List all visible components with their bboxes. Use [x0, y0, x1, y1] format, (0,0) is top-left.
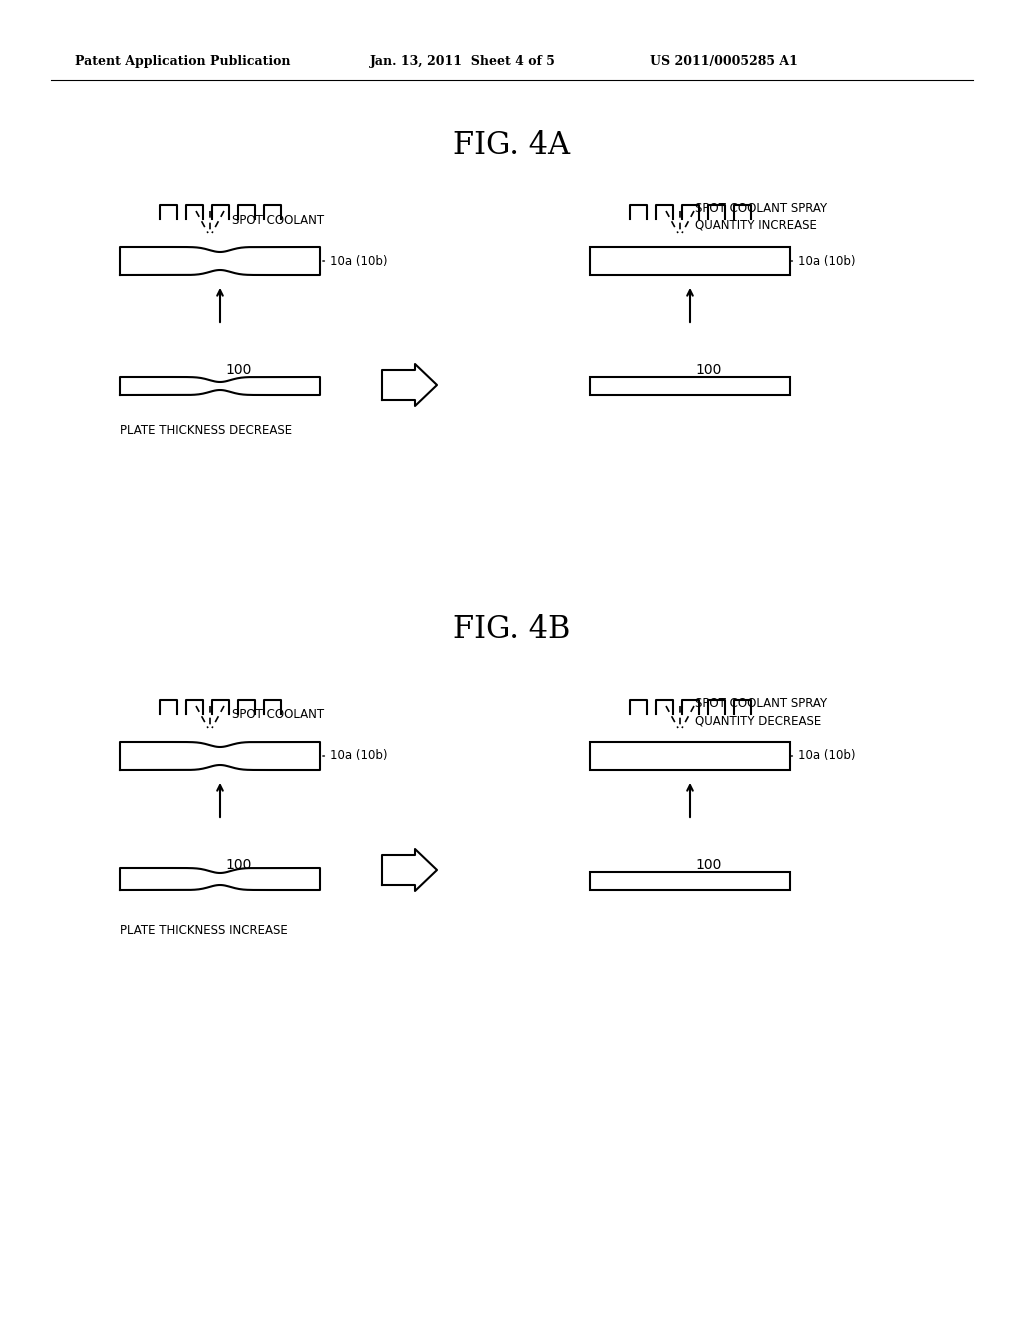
Text: Jan. 13, 2011  Sheet 4 of 5: Jan. 13, 2011 Sheet 4 of 5 — [370, 55, 556, 69]
Bar — [590, 247, 790, 275]
Text: 100: 100 — [695, 858, 721, 873]
Text: 10a (10b): 10a (10b) — [323, 255, 387, 268]
Text: Patent Application Publication: Patent Application Publication — [75, 55, 291, 69]
Text: 100: 100 — [225, 858, 251, 873]
Text: 100: 100 — [695, 363, 721, 378]
Text: PLATE THICKNESS INCREASE: PLATE THICKNESS INCREASE — [120, 924, 288, 936]
Text: 10a (10b): 10a (10b) — [790, 750, 855, 763]
Text: 10a (10b): 10a (10b) — [323, 750, 387, 763]
Text: US 2011/0005285 A1: US 2011/0005285 A1 — [650, 55, 798, 69]
Text: FIG. 4A: FIG. 4A — [454, 129, 570, 161]
Bar — [590, 742, 790, 770]
Text: PLATE THICKNESS DECREASE: PLATE THICKNESS DECREASE — [120, 424, 292, 437]
Text: SPOT COOLANT: SPOT COOLANT — [232, 709, 325, 722]
Text: 10a (10b): 10a (10b) — [790, 255, 855, 268]
Text: SPOT COOLANT SPRAY
QUANTITY DECREASE: SPOT COOLANT SPRAY QUANTITY DECREASE — [695, 697, 827, 727]
Text: FIG. 4B: FIG. 4B — [454, 615, 570, 645]
Text: SPOT COOLANT: SPOT COOLANT — [232, 214, 325, 227]
Bar — [590, 873, 790, 890]
Text: 100: 100 — [225, 363, 251, 378]
Text: SPOT COOLANT SPRAY
QUANTITY INCREASE: SPOT COOLANT SPRAY QUANTITY INCREASE — [695, 202, 827, 232]
Bar — [590, 378, 790, 395]
